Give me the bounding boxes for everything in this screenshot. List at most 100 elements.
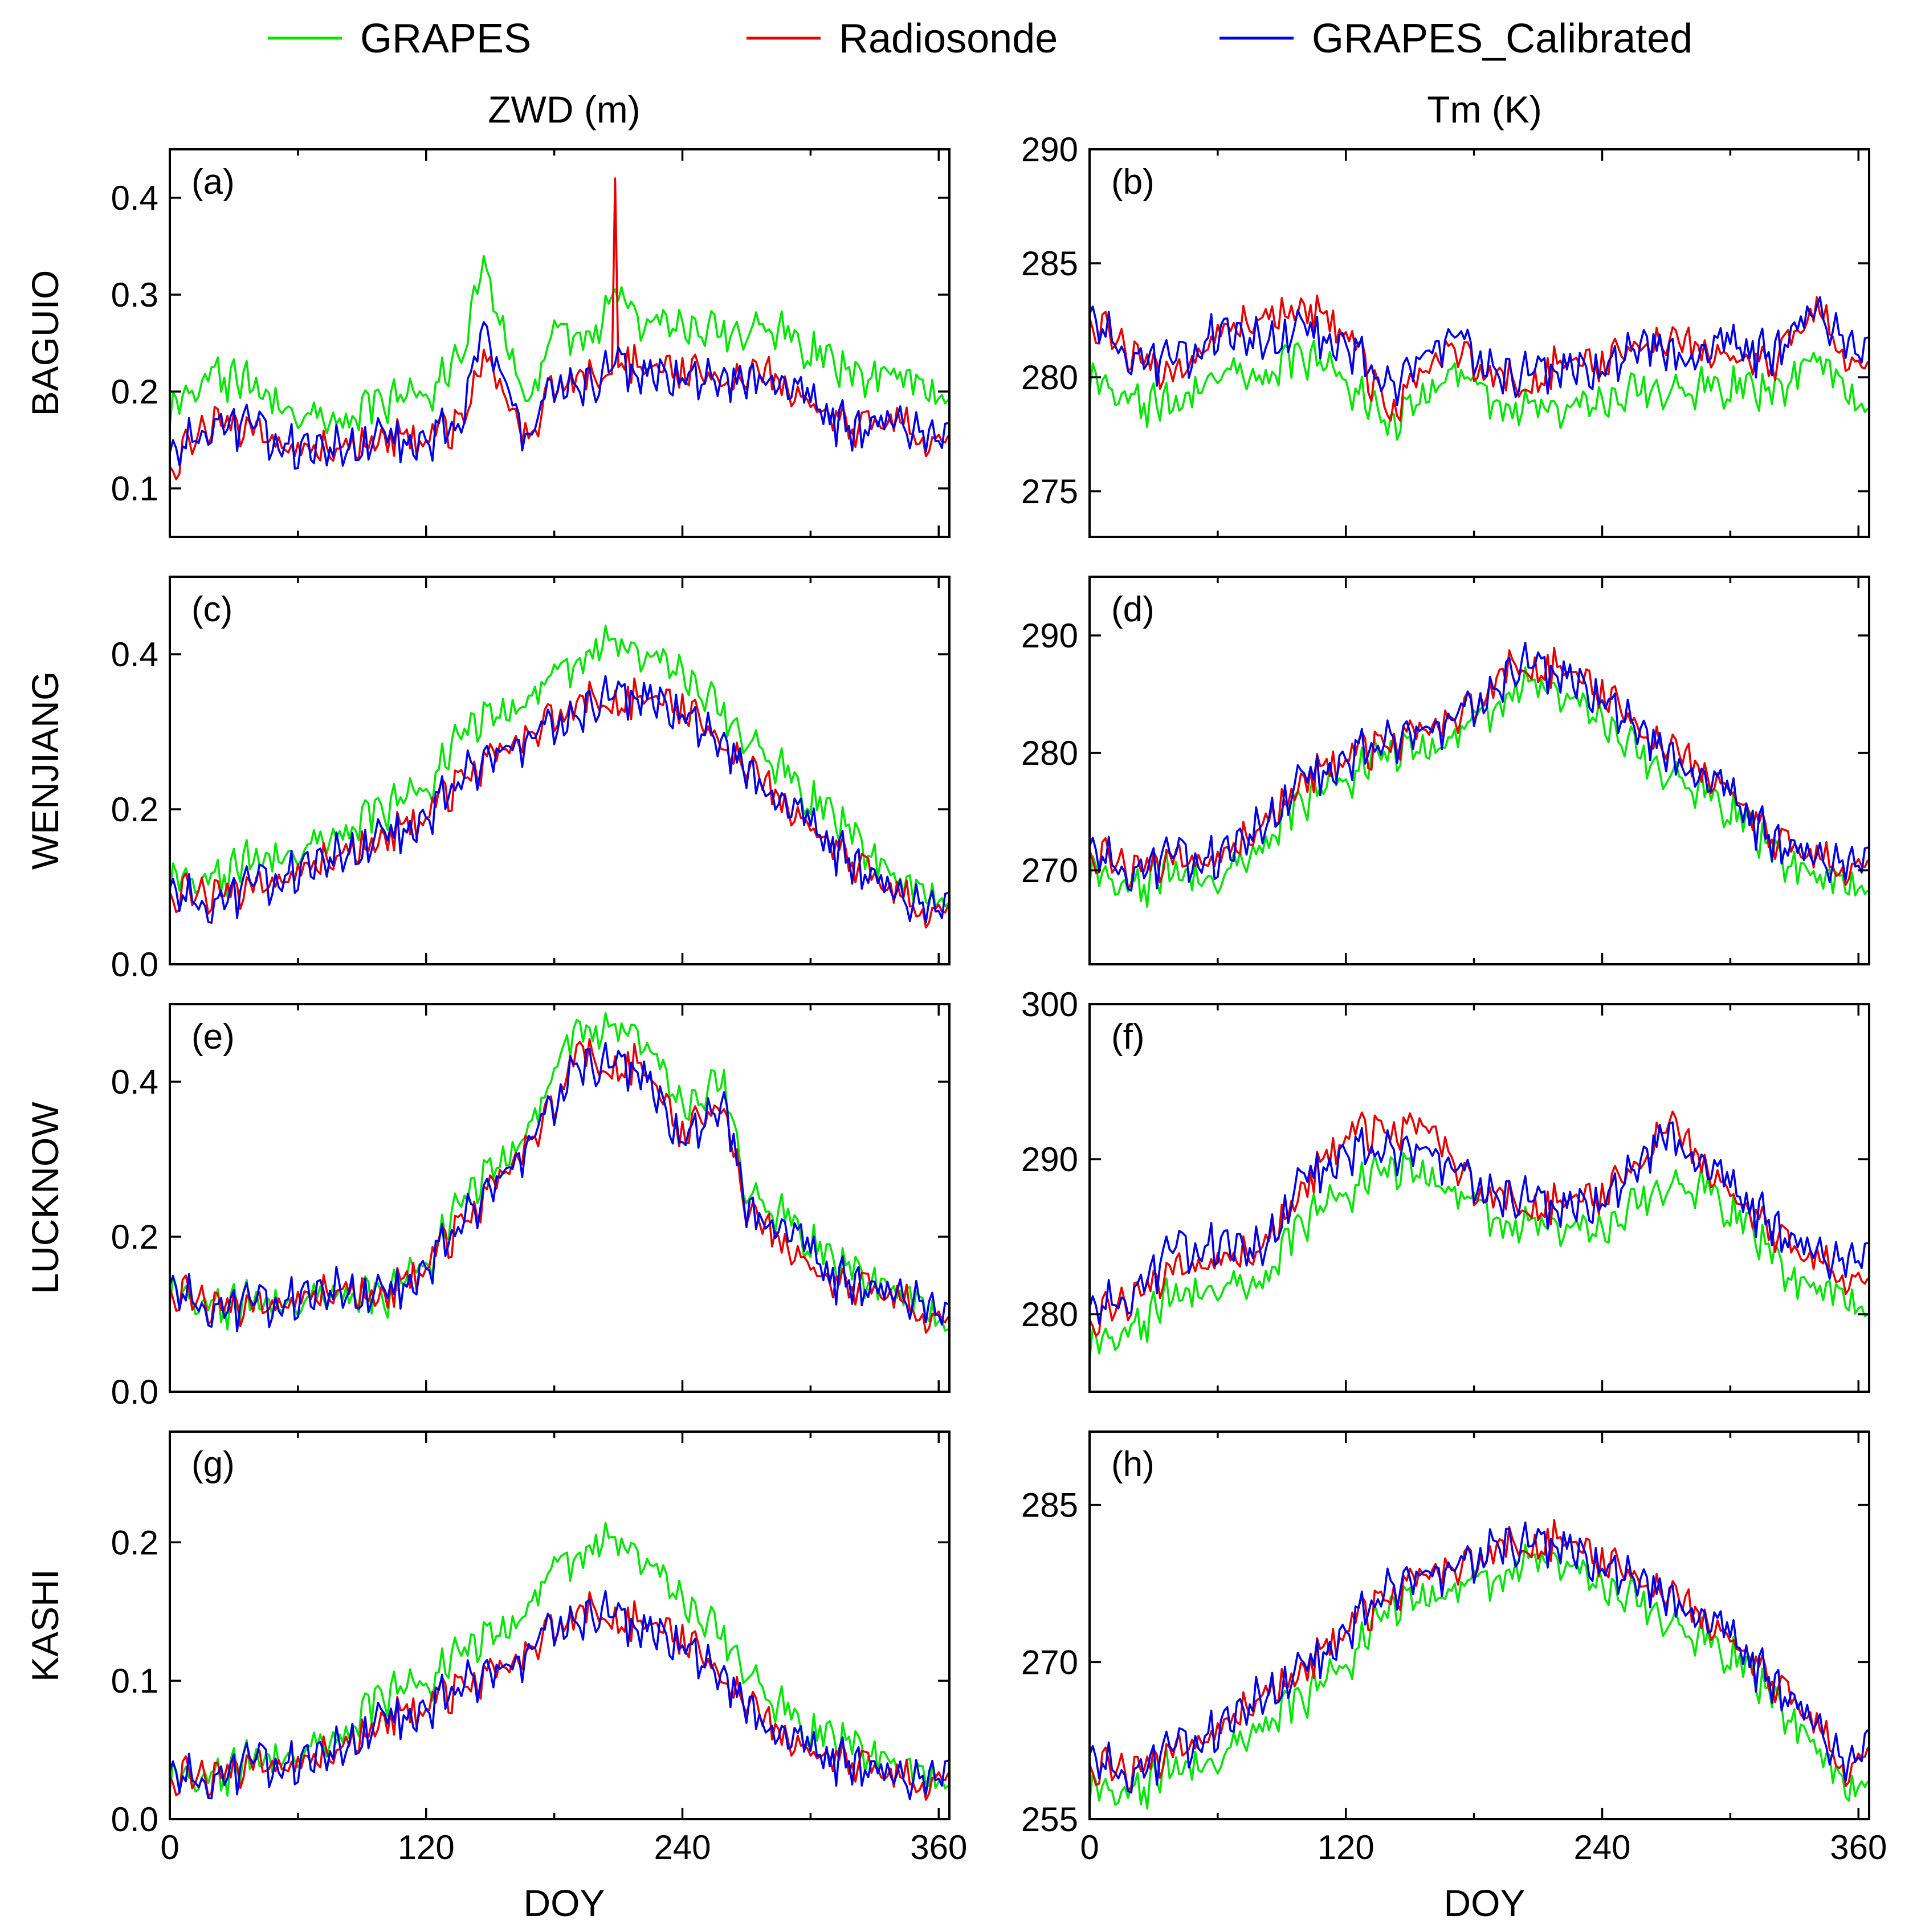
- panel-f-series: [1090, 1110, 1869, 1361]
- station-label-kashi: KASHI: [24, 1569, 66, 1682]
- panel-h-line-grapes: [1090, 1543, 1869, 1810]
- station-label-lucknow: LUCKNOW: [24, 1102, 66, 1294]
- panel-e-ytick-label: 0.0: [111, 1373, 158, 1411]
- legend-label-grapes-calibrated: GRAPES_Calibrated: [1312, 16, 1692, 62]
- panel-f-ytick-label: 280: [1021, 1295, 1078, 1334]
- panel-d-label: (d): [1111, 590, 1155, 629]
- panel-a-line-grapes: [170, 255, 949, 435]
- panel-b-line-grapes: [1090, 340, 1869, 441]
- panel-g-label: (g): [191, 1445, 235, 1484]
- panel-e-line-radiosonde: [170, 1038, 949, 1334]
- panel-a-series: [170, 177, 949, 480]
- panel-d-ytick-label: 290: [1021, 617, 1078, 655]
- panel-h-frame: [1088, 1430, 1870, 1820]
- panel-a-line-grapes-calibrated: [170, 321, 949, 470]
- panel-b: 275 280 285 290 (b): [1021, 131, 1870, 538]
- panel-d-ytick-label: 280: [1021, 734, 1078, 772]
- panel-h-xtick-label: 0: [1080, 1828, 1099, 1866]
- panel-b-ytick-label: 275: [1021, 472, 1078, 511]
- panel-c-ytick-label: 0.4: [111, 635, 158, 674]
- panel-h-label: (h): [1111, 1445, 1155, 1484]
- panel-b-label: (b): [1111, 162, 1155, 202]
- panel-b-ytick-label: 280: [1021, 358, 1078, 397]
- panel-d: 270 280 290 (d): [1021, 576, 1870, 965]
- panel-c-line-grapes-calibrated: [170, 675, 949, 924]
- panel-a-ytick-label: 0.2: [111, 373, 158, 411]
- panel-h-ytick-label: 285: [1021, 1486, 1078, 1525]
- panel-e-line-grapes: [170, 1012, 949, 1332]
- panel-c-series: [170, 625, 949, 929]
- panel-e: 0.0 0.2 0.4 (e): [111, 1003, 951, 1411]
- panel-a-label: (a): [191, 162, 235, 202]
- panel-b-ytick-label: 285: [1021, 244, 1078, 283]
- panel-f-label: (f): [1111, 1017, 1145, 1057]
- legend-item-radiosonde: Radiosonde: [747, 16, 1058, 62]
- panel-h-ytick-label: 270: [1021, 1643, 1078, 1681]
- panel-h-xtick-label: 360: [1830, 1828, 1887, 1866]
- panel-b-frame: [1088, 148, 1870, 538]
- panel-f-frame: [1088, 1003, 1870, 1393]
- panel-g-xtick-label: 240: [654, 1828, 711, 1866]
- panel-e-ytick-label: 0.2: [111, 1218, 158, 1256]
- panel-g-line-grapes-calibrated: [170, 1589, 949, 1800]
- x-axis-label-left: DOY: [523, 1882, 605, 1924]
- panel-f-line-radiosonde: [1090, 1110, 1869, 1338]
- panel-a-line-radiosonde: [170, 177, 949, 480]
- panel-g: 0 120 240 360 0.0 0.1 0.2 (g): [111, 1430, 967, 1866]
- panel-c-ytick-label: 0.2: [111, 790, 158, 829]
- panels: 0.10.20.30.4 (a)BAGUIO275280285290(b)0.00…: [24, 131, 1887, 1866]
- panel-d-frame: [1088, 576, 1870, 965]
- legend-label-radiosonde: Radiosonde: [839, 16, 1058, 62]
- panel-b-line-grapes-calibrated: [1090, 296, 1869, 406]
- panel-c: 0.0 0.2 0.4 (c): [111, 576, 951, 984]
- panel-e-label: (e): [191, 1017, 235, 1057]
- panel-c-line-grapes: [170, 625, 949, 908]
- panel-c-label: (c): [191, 590, 233, 629]
- panel-h-xtick-label: 120: [1318, 1828, 1374, 1866]
- panel-d-series: [1090, 641, 1869, 908]
- panel-h-ytick-label: 255: [1021, 1800, 1078, 1839]
- column-title-tm: Tm (K): [1427, 88, 1542, 131]
- panel-f-line-grapes: [1090, 1152, 1869, 1361]
- panel-a-frame: [169, 148, 951, 538]
- panel-f-ytick-label: 300: [1021, 985, 1078, 1024]
- panel-h-series: [1090, 1519, 1869, 1810]
- column-title-zwd: ZWD (m): [488, 88, 641, 131]
- panel-d-line-grapes-calibrated: [1090, 641, 1869, 892]
- legend: GRAPES Radiosonde GRAPES_Calibrated: [268, 16, 1692, 62]
- panel-a-ytick-label: 0.4: [111, 179, 158, 217]
- panel-d-line-radiosonde: [1090, 646, 1869, 889]
- panel-c-frame: [169, 576, 951, 965]
- panel-e-line-grapes-calibrated: [170, 1042, 949, 1332]
- panel-a: 0.1 0.2 0.3 0.4 (a): [111, 148, 951, 538]
- station-label-baguio: BAGUIO: [24, 270, 66, 417]
- panel-f-ytick-label: 290: [1021, 1140, 1078, 1179]
- panel-a-ytick-label: 0.3: [111, 276, 158, 314]
- panel-b-ytick-label: 290: [1021, 131, 1078, 169]
- panel-g-series: [170, 1522, 949, 1801]
- panel-d-line-grapes: [1090, 666, 1869, 908]
- panel-a-ytick-label: 0.1: [111, 470, 158, 508]
- panel-c-ytick-label: 0.0: [111, 945, 158, 984]
- panel-e-series: [170, 1012, 949, 1334]
- panel-e-frame: [169, 1003, 951, 1393]
- station-label-wenjiang: WENJIANG: [24, 671, 66, 870]
- panel-h: 0 120 240 360 255 270 285 (h): [1021, 1430, 1887, 1866]
- panel-f: 280 290 300 (f): [1021, 985, 1870, 1393]
- legend-item-grapes-calibrated: GRAPES_Calibrated: [1219, 16, 1692, 62]
- panel-g-ytick-label: 0.2: [111, 1523, 158, 1562]
- panel-g-xtick-label: 360: [910, 1828, 967, 1866]
- legend-label-grapes: GRAPES: [360, 16, 531, 62]
- panel-h-xtick-label: 240: [1573, 1828, 1630, 1866]
- panel-g-ytick-label: 0.1: [111, 1662, 158, 1700]
- panel-e-ytick-label: 0.4: [111, 1063, 158, 1101]
- x-axis-label-right: DOY: [1443, 1882, 1525, 1924]
- panel-f-line-grapes-calibrated: [1090, 1121, 1869, 1325]
- panel-g-xtick-label: 0: [160, 1828, 179, 1866]
- panel-h-line-grapes-calibrated: [1090, 1521, 1869, 1794]
- panel-g-frame: [169, 1430, 951, 1820]
- panel-g-ytick-label: 0.0: [111, 1800, 158, 1839]
- panel-g-xtick-label: 120: [398, 1828, 455, 1866]
- legend-item-grapes: GRAPES: [268, 16, 531, 62]
